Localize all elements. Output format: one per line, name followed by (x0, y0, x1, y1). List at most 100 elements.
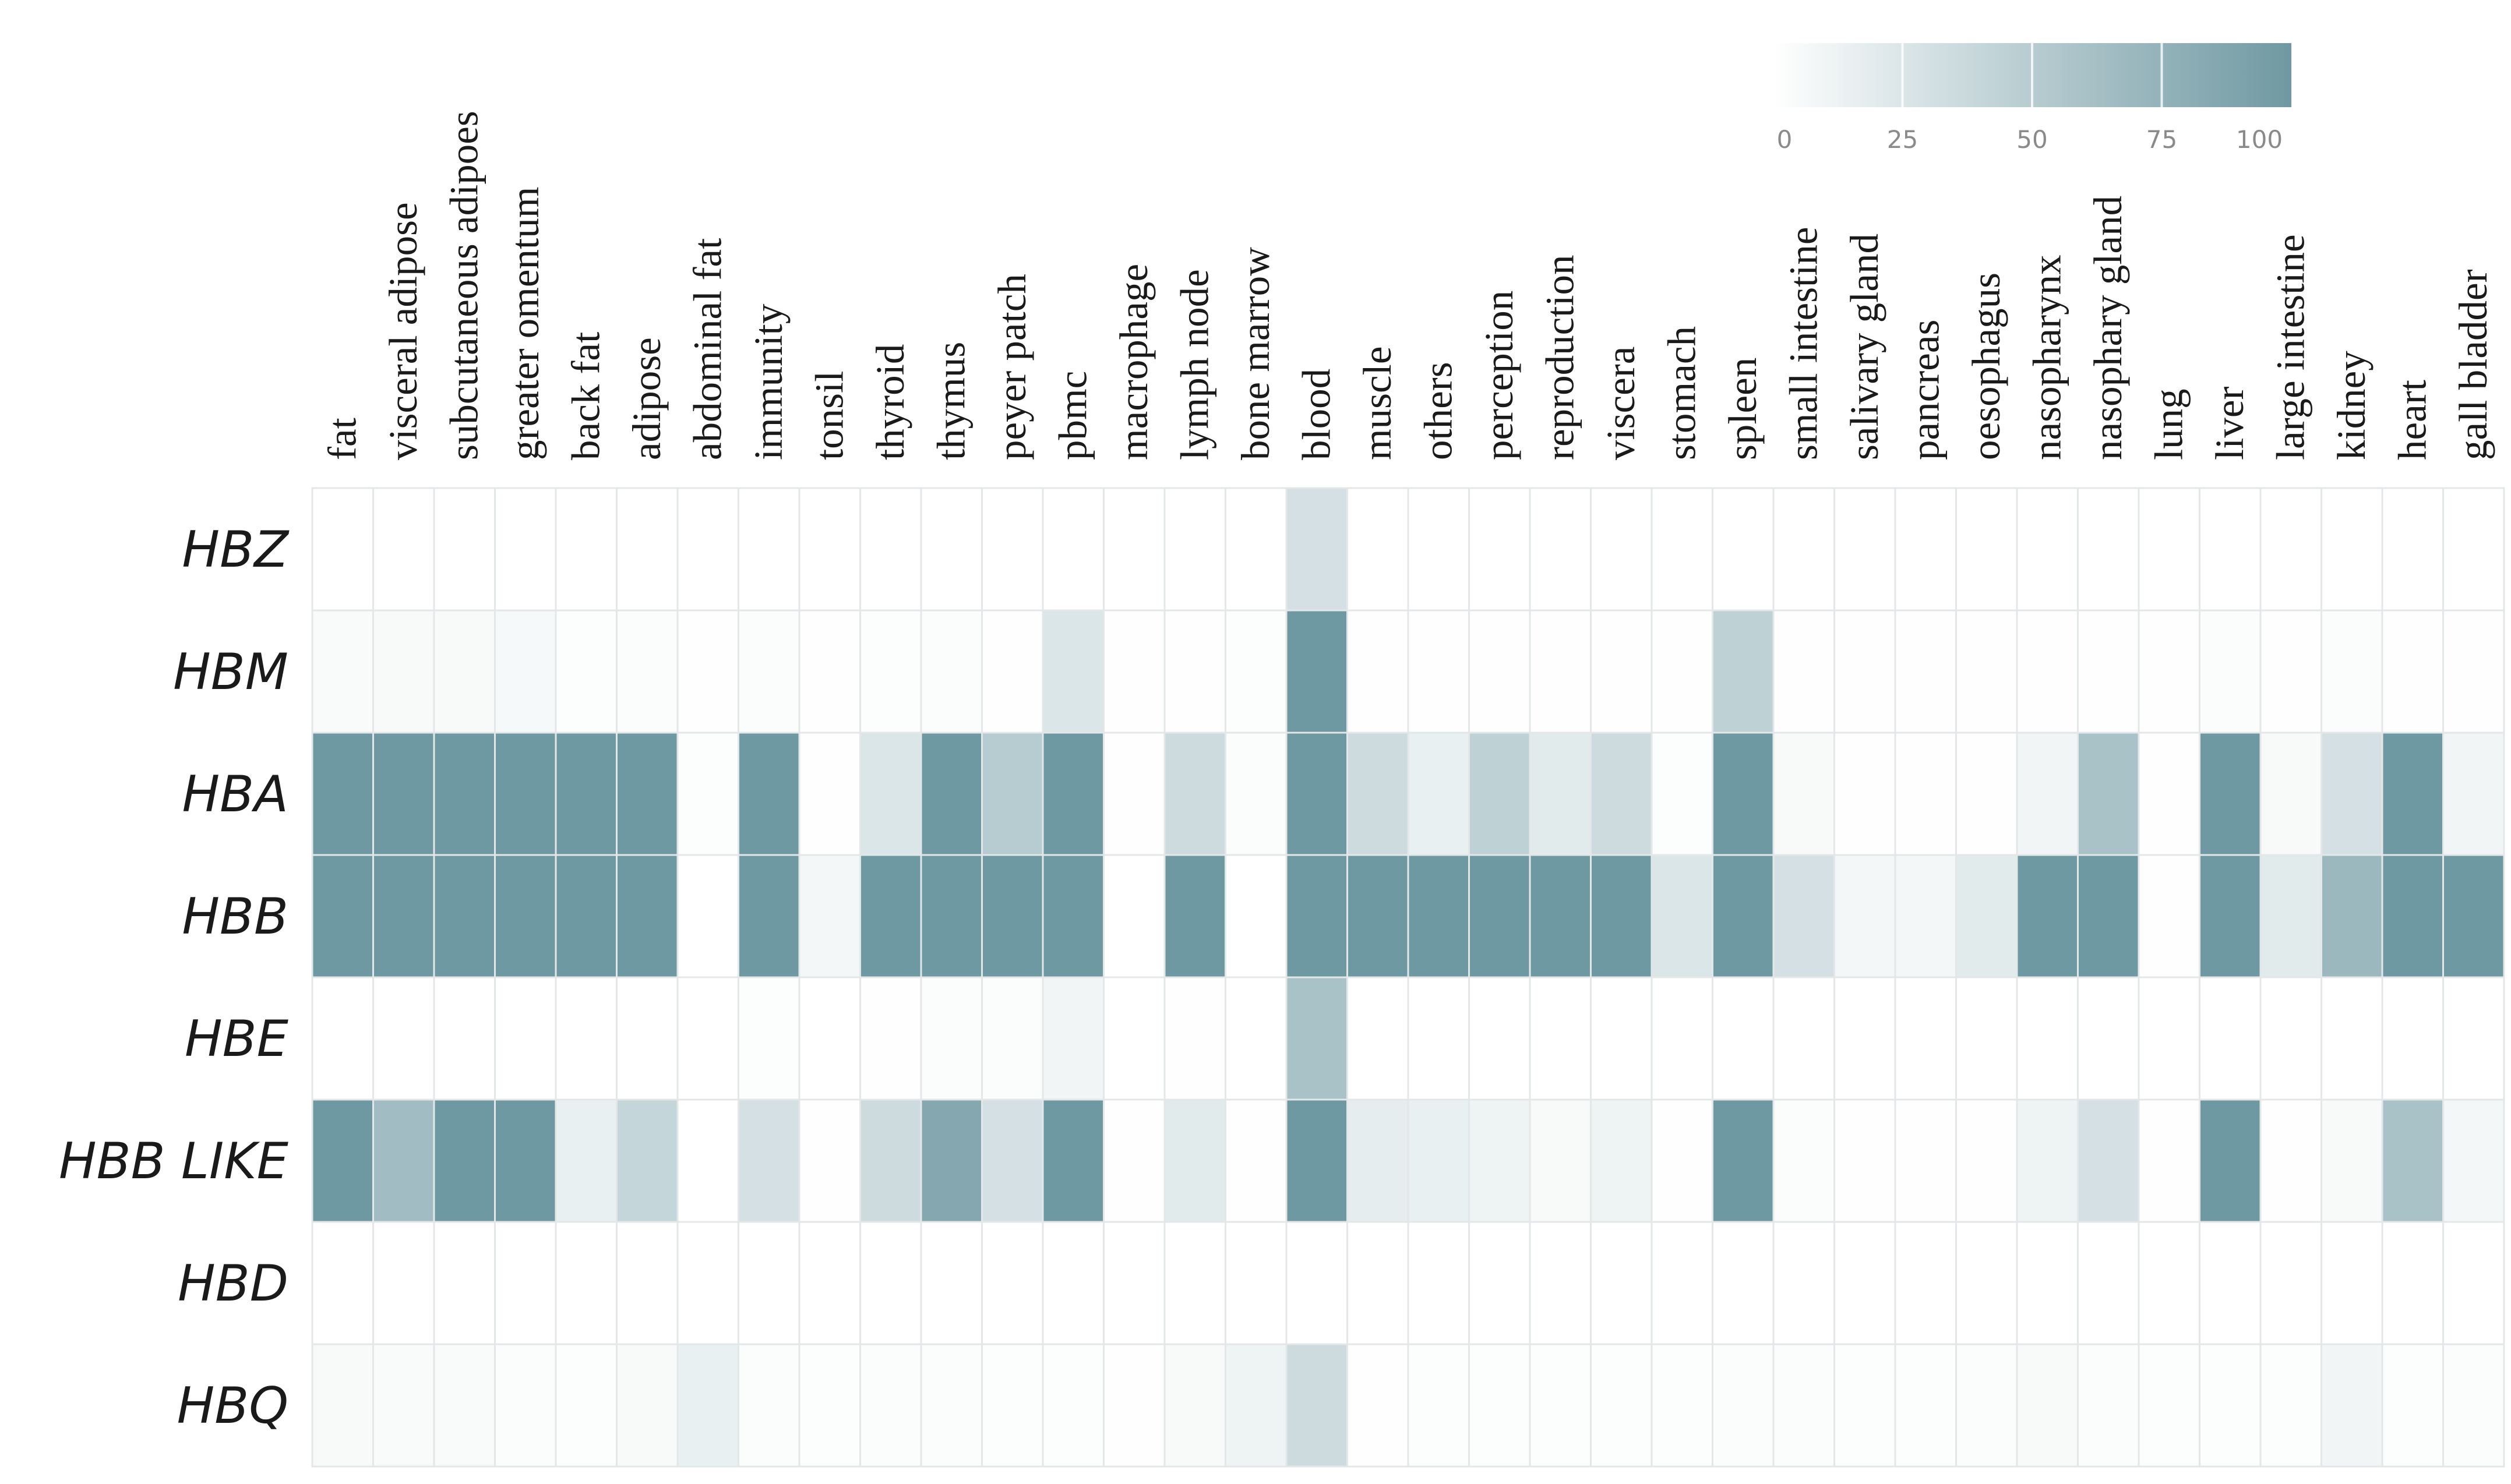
heatmap-cell (1163, 732, 1226, 856)
heatmap-cell (2442, 487, 2505, 612)
column-label: blood (1294, 369, 1338, 460)
heatmap-cell (616, 1098, 679, 1223)
heatmap-cell (2199, 1098, 2262, 1223)
heatmap-cell (2077, 1343, 2140, 1468)
heatmap-cell (1346, 854, 1409, 978)
heatmap-cell (494, 854, 557, 978)
heatmap-cell (1833, 976, 1896, 1101)
heatmap-cell (1529, 732, 1592, 856)
heatmap-cell (1042, 1343, 1105, 1468)
heatmap-cell (1407, 976, 1470, 1101)
heatmap-cell (798, 609, 861, 734)
heatmap-cell (1772, 1098, 1835, 1223)
heatmap-cell (859, 1098, 922, 1223)
heatmap-cell (2138, 854, 2200, 978)
column-label: lung (2146, 388, 2191, 460)
heatmap-cell (920, 487, 983, 612)
heatmap-cell (1894, 487, 1957, 612)
legend-tick-label: 50 (2016, 125, 2047, 154)
heatmap-cell (1225, 1221, 1288, 1345)
heatmap-cell (1833, 609, 1896, 734)
heatmap-cell (1163, 1343, 1226, 1468)
heatmap-cell (676, 1098, 739, 1223)
heatmap-cell (555, 854, 618, 978)
heatmap-cell (798, 854, 861, 978)
heatmap-cell (1712, 487, 1775, 612)
heatmap-cell (738, 976, 800, 1101)
heatmap-cell (1285, 854, 1348, 978)
heatmap-cell (1103, 1343, 1166, 1468)
heatmap-cell (2320, 609, 2383, 734)
heatmap-cell (2320, 732, 2383, 856)
heatmap-cell (433, 609, 496, 734)
column-label: bone marrow (1233, 247, 1278, 460)
heatmap-cell (433, 487, 496, 612)
row-label: HBE (185, 1010, 289, 1068)
heatmap-cell (2199, 976, 2262, 1101)
heatmap-cell (1833, 732, 1896, 856)
heatmap-cell (1042, 1221, 1105, 1345)
column-label: tonsil (807, 371, 851, 460)
heatmap-cell (798, 1098, 861, 1223)
heatmap-cell (494, 609, 557, 734)
heatmap-cell (920, 732, 983, 856)
heatmap-cell (1225, 976, 1288, 1101)
heatmap-cell (2016, 487, 2079, 612)
heatmap-cell (2320, 1098, 2383, 1223)
heatmap-cell (798, 1343, 861, 1468)
heatmap-cells (311, 487, 2505, 1468)
heatmap-cell (616, 487, 679, 612)
heatmap-cell (1285, 1343, 1348, 1468)
heatmap-cell (1346, 609, 1409, 734)
heatmap-cell (1590, 732, 1653, 856)
heatmap-cell (1468, 1098, 1531, 1223)
heatmap-cell (1955, 609, 2018, 734)
heatmap-cell (676, 487, 739, 612)
heatmap-cell (738, 609, 800, 734)
heatmap-cell (555, 1343, 618, 1468)
heatmap-cell (372, 1221, 435, 1345)
heatmap-cell (1894, 1098, 1957, 1223)
heatmap-cell (738, 487, 800, 612)
heatmap-cell (1407, 854, 1470, 978)
heatmap-cell (1772, 854, 1835, 978)
legend-tick-label: 75 (2146, 125, 2177, 154)
heatmap-cell (859, 1221, 922, 1345)
heatmap-cell (859, 732, 922, 856)
heatmap-cell (555, 609, 618, 734)
column-label: salivary gland (1842, 234, 1886, 460)
heatmap-cell (2077, 854, 2140, 978)
heatmap-cell (1651, 1098, 1713, 1223)
heatmap-cell (1651, 976, 1713, 1101)
heatmap-cell (676, 732, 739, 856)
heatmap-cell (1894, 854, 1957, 978)
heatmap-cell (920, 609, 983, 734)
heatmap-cell (2320, 854, 2383, 978)
heatmap-cell (1955, 487, 2018, 612)
heatmap-cell (2016, 976, 2079, 1101)
heatmap-cell (798, 976, 861, 1101)
heatmap-cell (2381, 976, 2444, 1101)
heatmap-cell (2259, 1343, 2322, 1468)
heatmap-cell (1103, 854, 1166, 978)
heatmap-cell (1285, 976, 1348, 1101)
heatmap-cell (494, 1221, 557, 1345)
heatmap-cell (981, 732, 1044, 856)
heatmap-cell (1894, 609, 1957, 734)
heatmap-cell (1651, 1343, 1713, 1468)
column-label: thymus (929, 342, 973, 460)
heatmap-cell (920, 1098, 983, 1223)
heatmap-cell (981, 1343, 1044, 1468)
heatmap-cell (1225, 732, 1288, 856)
heatmap-cell (2138, 487, 2200, 612)
heatmap-cell (920, 854, 983, 978)
heatmap-cell (1955, 854, 2018, 978)
heatmap-cell (2259, 732, 2322, 856)
heatmap-cell (311, 1343, 374, 1468)
heatmap-cell (738, 1221, 800, 1345)
heatmap-cell (1346, 732, 1409, 856)
heatmap-cell (2138, 1343, 2200, 1468)
heatmap-cell (1468, 1343, 1531, 1468)
column-label: muscle (1355, 347, 1399, 460)
heatmap-cell (2199, 732, 2262, 856)
